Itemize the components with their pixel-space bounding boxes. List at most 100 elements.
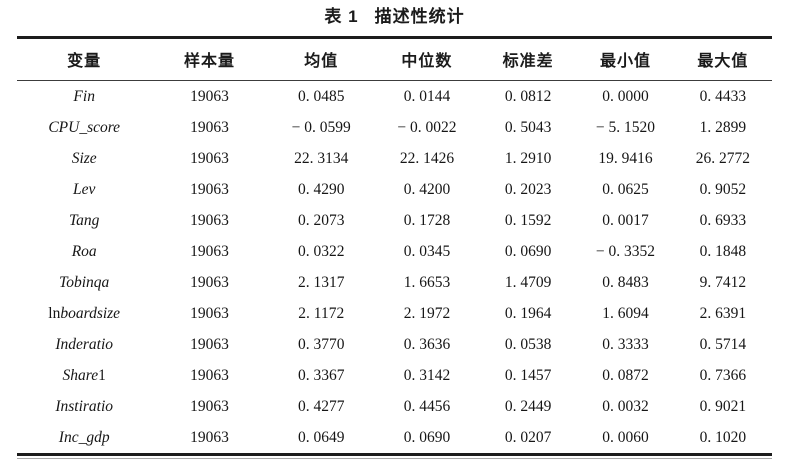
- cell-value: 0. 3142: [403, 366, 451, 384]
- table-container: 变量 样本量 均值 中位数 标准差 最小值 最大值 Fin 19063 0. 0485 0. 01…: [17, 36, 772, 459]
- cell-value: 1. 6094: [602, 304, 649, 322]
- cell-value: 19. 9416: [598, 149, 653, 167]
- cell-value: 2. 1317: [297, 273, 345, 291]
- cell-value: 0. 0345: [403, 242, 451, 260]
- cell-value: 0. 0017: [602, 211, 649, 229]
- variable-name: Tobinqa: [59, 273, 110, 291]
- cell-value: 1. 6653: [403, 273, 451, 291]
- table-row: Tobinqa 19063 2. 1317 1. 6653 1. 4709 0. 8483…: [17, 267, 772, 298]
- cell-value: 2. 1972: [403, 304, 451, 322]
- variable-name: CPU_score: [48, 118, 121, 136]
- cell-value: 0. 1457: [504, 366, 552, 384]
- table-row: Roa 19063 0. 0322 0. 0345 0. 0690 − 0. 3352 0.…: [17, 236, 772, 267]
- variable-name: Share1: [62, 366, 106, 384]
- column-header: 均值: [304, 53, 339, 70]
- cell-value: 19063: [190, 273, 229, 291]
- table-number: 表 1: [324, 7, 359, 26]
- variable-name: Size: [71, 149, 97, 167]
- table-row: Size 19063 22. 3134 22. 1426 1. 2910 19. 9416…: [17, 143, 772, 174]
- table-row: Inc_gdp 19063 0. 0649 0. 0690 0. 0207 0. 0060…: [17, 422, 772, 453]
- cell-value: 0. 4200: [403, 180, 451, 198]
- cell-value: 19063: [190, 335, 229, 353]
- cell-value: 0. 2023: [504, 180, 552, 198]
- cell-value: − 5. 1520: [595, 118, 656, 136]
- cell-value: 0. 3770: [297, 335, 345, 353]
- cell-value: 19063: [190, 397, 229, 415]
- cell-value: 1. 2899: [699, 118, 747, 136]
- cell-value: 1. 4709: [504, 273, 552, 291]
- cell-value: 0. 0690: [504, 242, 552, 260]
- column-header: 中位数: [401, 53, 453, 70]
- column-header: 最小值: [599, 53, 651, 70]
- cell-value: 0. 8483: [602, 273, 649, 291]
- table-row: CPU_score 19063 − 0. 0599 − 0. 0022 0. 5043 −…: [17, 112, 772, 143]
- cell-value: 0. 0144: [403, 87, 451, 105]
- table-title: 表 1 描述性统计: [0, 5, 789, 31]
- cell-value: 0. 0538: [504, 335, 552, 353]
- cell-value: 0. 6933: [699, 211, 747, 229]
- table-header-row: 变量 样本量 均值 中位数 标准差 最小值 最大值: [17, 39, 772, 81]
- cell-value: − 0. 0022: [397, 118, 457, 136]
- cell-value: 19063: [190, 428, 229, 446]
- variable-name: Roa: [71, 242, 97, 260]
- table-caption: 描述性统计: [374, 7, 465, 26]
- table-body: Fin 19063 0. 0485 0. 0144 0. 0812 0. 0000 0. 4…: [17, 81, 772, 454]
- column-header: 样本量: [184, 53, 236, 70]
- cell-value: 0. 3636: [403, 335, 451, 353]
- cell-value: − 0. 3352: [595, 242, 656, 260]
- cell-value: 19063: [190, 87, 229, 105]
- cell-value: 0. 4277: [297, 397, 345, 415]
- cell-value: 19063: [190, 366, 229, 384]
- cell-value: 2. 6391: [699, 304, 747, 322]
- cell-value: 22. 3134: [294, 149, 349, 167]
- cell-value: 0. 1020: [699, 428, 747, 446]
- cell-value: 0. 4290: [297, 180, 345, 198]
- column-header: 最大值: [697, 53, 749, 70]
- cell-value: 19063: [190, 149, 229, 167]
- cell-value: 0. 0649: [297, 428, 345, 446]
- table-row: Instiratio 19063 0. 4277 0. 4456 0. 2449 0. 0…: [17, 391, 772, 422]
- cell-value: 0. 0207: [504, 428, 552, 446]
- cell-value: 1. 2910: [504, 149, 552, 167]
- table-row: Tang 19063 0. 2073 0. 1728 0. 1592 0. 0017 0. …: [17, 205, 772, 236]
- variable-name: Fin: [73, 87, 95, 105]
- cell-value: − 0. 0599: [291, 118, 351, 136]
- cell-value: 2. 1172: [298, 304, 345, 322]
- cell-value: 0. 9021: [699, 397, 747, 415]
- cell-value: 0. 0872: [602, 366, 649, 384]
- cell-value: 19063: [190, 118, 229, 136]
- table-row: Share1 19063 0. 3367 0. 3142 0. 1457 0. 0872 0…: [17, 360, 772, 391]
- cell-value: 0. 0322: [297, 242, 345, 260]
- cell-value: 9. 7412: [699, 273, 747, 291]
- cell-value: 0. 4433: [699, 87, 747, 105]
- variable-name: Tang: [68, 211, 100, 229]
- cell-value: 19063: [190, 242, 229, 260]
- cell-value: 0. 0032: [602, 397, 649, 415]
- cell-value: 0. 5714: [699, 335, 747, 353]
- cell-value: 0. 9052: [699, 180, 747, 198]
- variable-name: Inc_gdp: [58, 428, 110, 446]
- cell-value: 0. 0625: [602, 180, 649, 198]
- variable-name: Instiratio: [55, 397, 114, 415]
- cell-value: 0. 1848: [699, 242, 747, 260]
- cell-value: 0. 0690: [403, 428, 451, 446]
- cell-value: 0. 0485: [297, 87, 345, 105]
- variable-name: lnboardsize: [48, 304, 121, 322]
- column-header: 变量: [67, 53, 102, 70]
- cell-value: 19063: [190, 304, 229, 322]
- cell-value: 0. 2449: [504, 397, 552, 415]
- descriptive-statistics-table: 变量 样本量 均值 中位数 标准差 最小值 最大值 Fin 19063 0. 0485 0. 01…: [17, 39, 772, 453]
- cell-value: 19063: [190, 180, 229, 198]
- cell-value: 0. 3333: [602, 335, 649, 353]
- cell-value: 0. 7366: [699, 366, 747, 384]
- cell-value: 0. 2073: [297, 211, 345, 229]
- cell-value: 0. 1964: [504, 304, 552, 322]
- variable-name: Lev: [72, 180, 96, 198]
- table-row: Lev 19063 0. 4290 0. 4200 0. 2023 0. 0625 0. 9…: [17, 174, 772, 205]
- cell-value: 0. 4456: [403, 397, 451, 415]
- cell-value: 0. 1728: [403, 211, 451, 229]
- table-row: lnboardsize 19063 2. 1172 2. 1972 0. 1964 1. …: [17, 298, 772, 329]
- column-header: 标准差: [502, 53, 554, 70]
- cell-value: 22. 1426: [399, 149, 455, 167]
